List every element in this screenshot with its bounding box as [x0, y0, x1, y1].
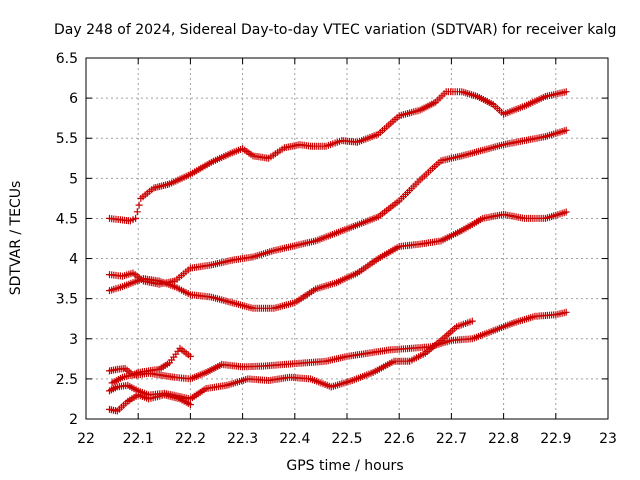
data-points: [106, 126, 570, 288]
y-tick-label: 4: [69, 252, 78, 268]
axis-tick-labels: 22 22.1 22.2 22.3 22.4 22.5 22.6 22.7 22.8 22.9 23…: [56, 51, 617, 447]
data-points: [106, 88, 570, 225]
y-tick-label: 5: [69, 171, 78, 187]
y-tick-label: 2: [69, 412, 78, 428]
x-tick-label: 22.9: [540, 431, 571, 447]
x-tick-label: 23: [599, 431, 617, 447]
x-tick-label: 22.1: [123, 431, 154, 447]
x-axis-title: GPS time / hours: [286, 458, 403, 474]
series-track-7: [106, 391, 194, 415]
y-tick-label: 4.5: [56, 211, 78, 227]
series-track-6: [106, 317, 476, 403]
data-points: [106, 391, 194, 415]
x-tick-label: 22.4: [279, 431, 310, 447]
y-tick-label: 2.5: [56, 372, 78, 388]
y-tick-label: 3.5: [56, 292, 78, 308]
y-tick-label: 3: [69, 332, 78, 348]
series-track-2: [106, 126, 570, 288]
x-tick-label: 22.2: [175, 431, 206, 447]
x-tick-label: 22.3: [227, 431, 258, 447]
data-points: [106, 308, 570, 383]
y-tick-label: 5.5: [56, 131, 78, 147]
y-axis-title: SDTVAR / TECUs: [8, 181, 24, 296]
data-points: [108, 344, 194, 387]
x-tick-label: 22: [77, 431, 95, 447]
data-points: [106, 208, 570, 312]
x-tick-label: 22.6: [384, 431, 415, 447]
x-tick-label: 22.5: [331, 431, 362, 447]
chart-title: Day 248 of 2024, Sidereal Day-to-day VTE…: [54, 22, 616, 38]
series-track-4: [106, 308, 570, 383]
y-tick-label: 6.5: [56, 51, 78, 67]
x-tick-label: 22.7: [436, 431, 467, 447]
series-track-3: [106, 208, 570, 312]
x-tick-label: 22.8: [488, 431, 519, 447]
series-track-1: [106, 88, 570, 225]
series-track-5: [108, 344, 194, 387]
data-points: [106, 317, 476, 403]
data-series: [106, 88, 570, 415]
y-tick-label: 6: [69, 91, 78, 107]
axis-ticks: [85, 57, 609, 420]
